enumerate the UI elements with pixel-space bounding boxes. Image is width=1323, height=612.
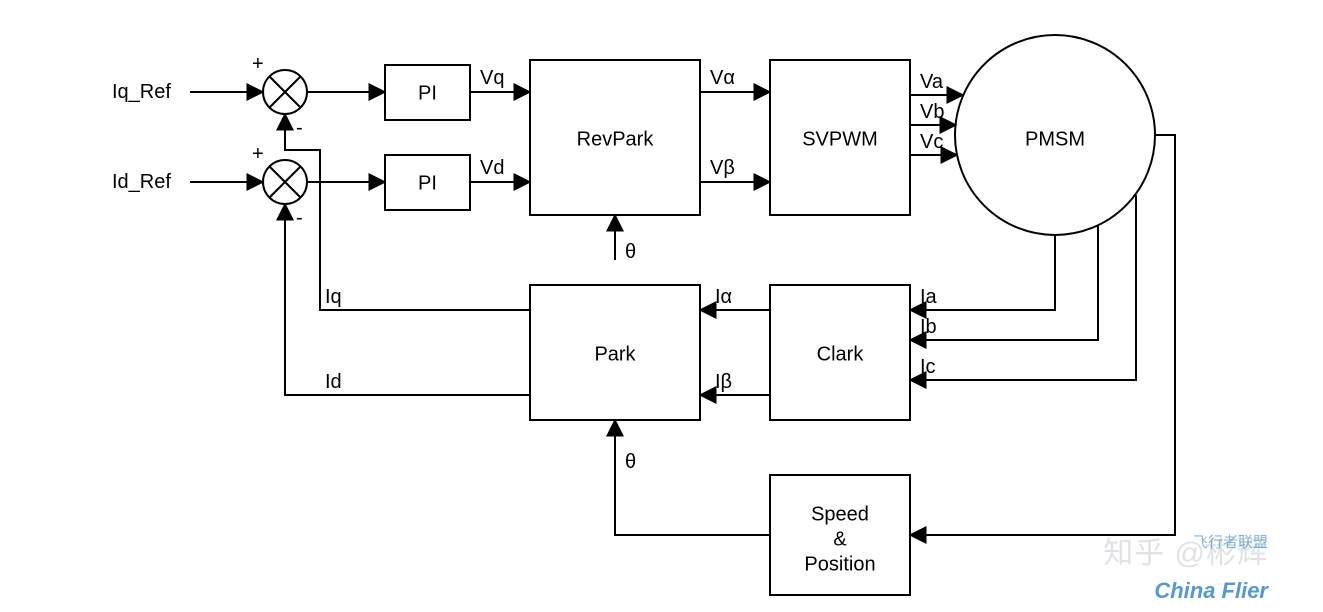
label-speed-3: Position	[804, 553, 875, 575]
wire-ib	[910, 225, 1098, 340]
label-pi-d: PI	[418, 172, 437, 194]
label-vbeta: Vβ	[710, 157, 735, 179]
label-iq: Iq	[325, 286, 342, 308]
label-pmsm: PMSM	[1025, 128, 1085, 150]
label-clark: Clark	[817, 343, 865, 365]
label-ia: Ia	[920, 286, 938, 308]
watermark-cn: 飞行者联盟	[1193, 531, 1268, 552]
label-theta1: θ	[625, 241, 636, 263]
foc-block-diagram: PI PI RevPark SVPWM PMSM Park Clark Spee…	[0, 0, 1323, 612]
label-vc: Vc	[920, 131, 943, 153]
label-pi-q: PI	[418, 82, 437, 104]
sign-minus-iq: -	[296, 117, 303, 139]
sign-minus-id: -	[296, 207, 303, 229]
label-vb: Vb	[920, 101, 944, 123]
label-valpha: Vα	[710, 67, 735, 89]
label-svpwm: SVPWM	[802, 128, 878, 150]
wire-iq-fb	[285, 114, 530, 310]
wire-id-fb	[285, 204, 530, 395]
label-va: Va	[920, 71, 944, 93]
sign-plus-iq: +	[252, 53, 264, 75]
summer-iq: + -	[252, 53, 307, 139]
label-idref: Id_Ref	[112, 171, 171, 193]
label-vd: Vd	[480, 157, 504, 179]
label-speed-2: &	[833, 528, 847, 550]
diagram-canvas: { "canvas": { "width": 1323, "height": 6…	[0, 0, 1323, 612]
label-ialpha: Iα	[715, 286, 732, 308]
sign-plus-id: +	[252, 143, 264, 165]
label-ibeta: Iβ	[715, 371, 732, 393]
summer-id: + -	[252, 143, 307, 229]
label-id: Id	[325, 371, 342, 393]
label-park: Park	[594, 343, 636, 365]
label-iqref: Iq_Ref	[112, 81, 171, 103]
watermark-chinaflier: China Flier	[1154, 578, 1268, 604]
label-vq: Vq	[480, 67, 504, 89]
label-theta2: θ	[625, 451, 636, 473]
label-ic: Ic	[920, 356, 936, 378]
label-revpark: RevPark	[577, 128, 655, 150]
wire-theta-park	[615, 420, 770, 535]
label-speed-1: Speed	[811, 503, 869, 525]
label-ib: Ib	[920, 316, 937, 338]
